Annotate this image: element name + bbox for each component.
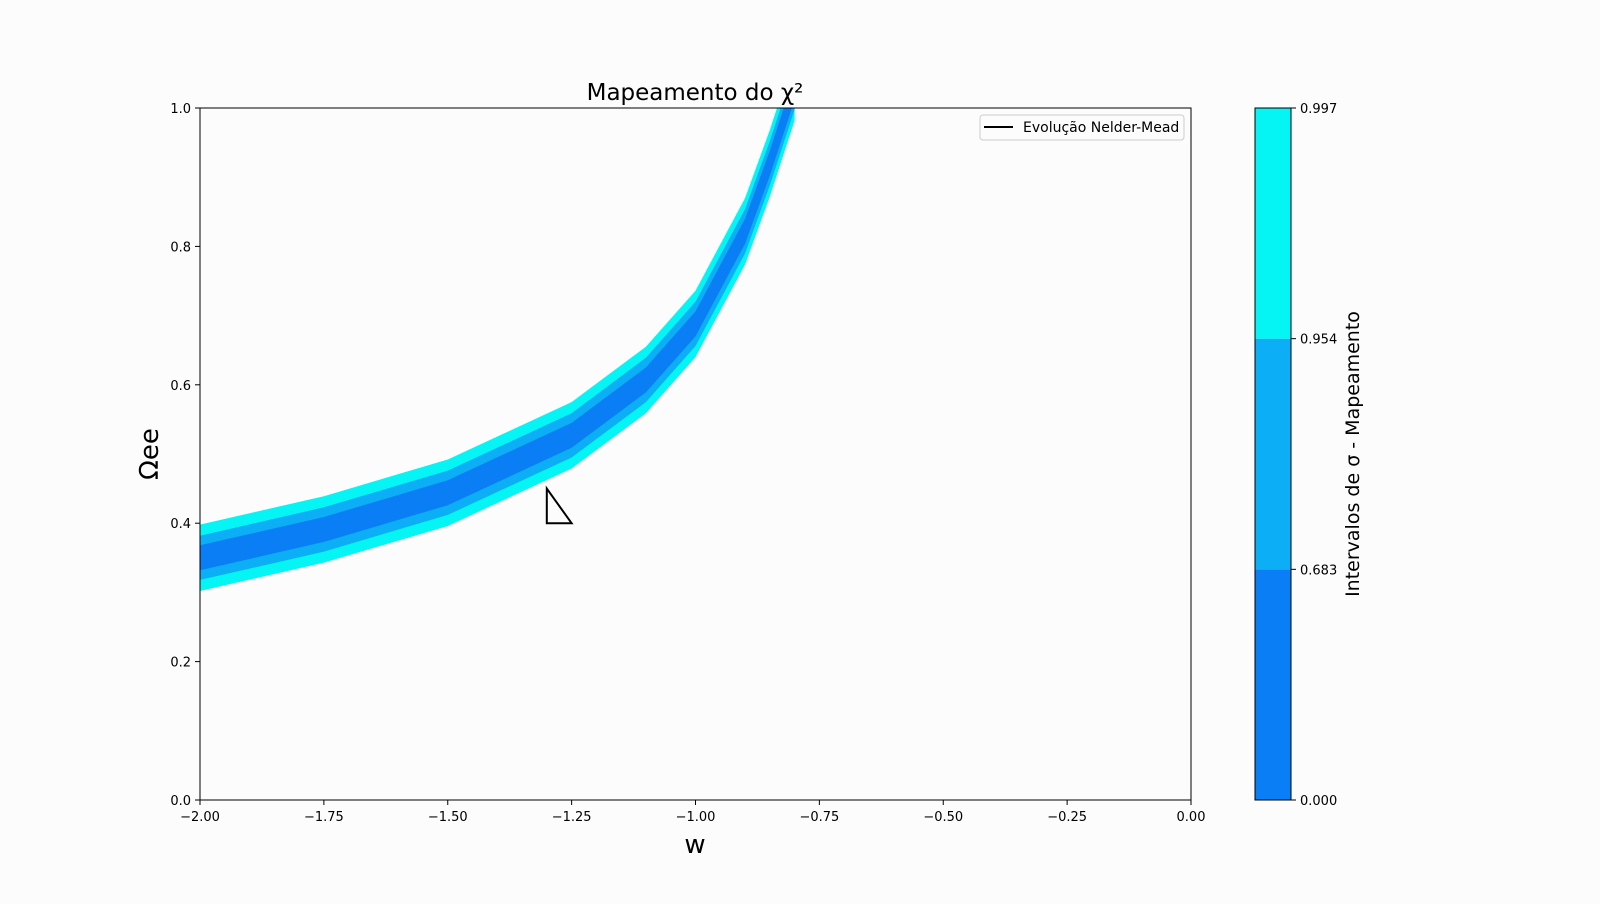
colorbar-tick-label: 0.997 bbox=[1300, 102, 1337, 117]
colorbar-segment bbox=[1255, 569, 1291, 800]
x-tick-label: −1.75 bbox=[304, 810, 344, 825]
colorbar-tick-label: 0.954 bbox=[1300, 333, 1337, 348]
colorbar-tick-label: 0.683 bbox=[1300, 563, 1337, 578]
colorbar-frame bbox=[1254, 107, 1292, 801]
x-tick-label: −1.25 bbox=[552, 810, 592, 825]
colorbar-label: Intervalos de σ - Mapeamento bbox=[1342, 311, 1364, 597]
y-tick-label: 0.8 bbox=[170, 240, 191, 255]
y-tick-label: 0.2 bbox=[170, 656, 191, 671]
x-tick-label: −0.25 bbox=[1047, 810, 1087, 825]
legend-label-nelder-mead: Evolução Nelder-Mead bbox=[1023, 120, 1179, 136]
x-tick-label: −0.75 bbox=[799, 810, 839, 825]
x-tick-label: −1.00 bbox=[676, 810, 716, 825]
y-tick-label: 1.0 bbox=[170, 102, 191, 117]
y-axis-label: Ωee bbox=[135, 428, 165, 480]
band-1-sigma bbox=[200, 108, 792, 571]
x-axis: −2.00 −1.75 −1.50 −1.25 −1.00 −0.75 −0.50 −0.25… bbox=[180, 800, 1205, 825]
x-tick-label: 0.00 bbox=[1177, 810, 1206, 825]
y-tick-label: 0.6 bbox=[170, 379, 191, 394]
colorbar-segment bbox=[1255, 108, 1291, 339]
colorbar-segment bbox=[1255, 338, 1291, 570]
x-axis-label: w bbox=[684, 830, 705, 860]
colorbar-tick-label: 0.000 bbox=[1300, 794, 1337, 809]
x-tick-label: −2.00 bbox=[180, 810, 220, 825]
x-tick-label: −1.50 bbox=[428, 810, 468, 825]
chart-title: Mapeamento do χ² bbox=[587, 80, 804, 106]
y-tick-label: 0.0 bbox=[170, 794, 191, 809]
legend: Evolução Nelder-Mead bbox=[979, 114, 1185, 141]
confidence-bands bbox=[200, 108, 795, 591]
y-tick-label: 0.4 bbox=[170, 517, 191, 532]
x-tick-label: −0.50 bbox=[923, 810, 963, 825]
legend-box bbox=[979, 114, 1185, 141]
y-axis: 0.0 0.2 0.4 0.6 0.8 1.0 bbox=[170, 102, 200, 809]
plot-area bbox=[200, 108, 1191, 800]
colorbar: 0.000 0.683 0.954 0.997 Intervalos de σ - M… bbox=[1254, 102, 1364, 809]
nelder-mead-simplex bbox=[545, 485, 574, 525]
